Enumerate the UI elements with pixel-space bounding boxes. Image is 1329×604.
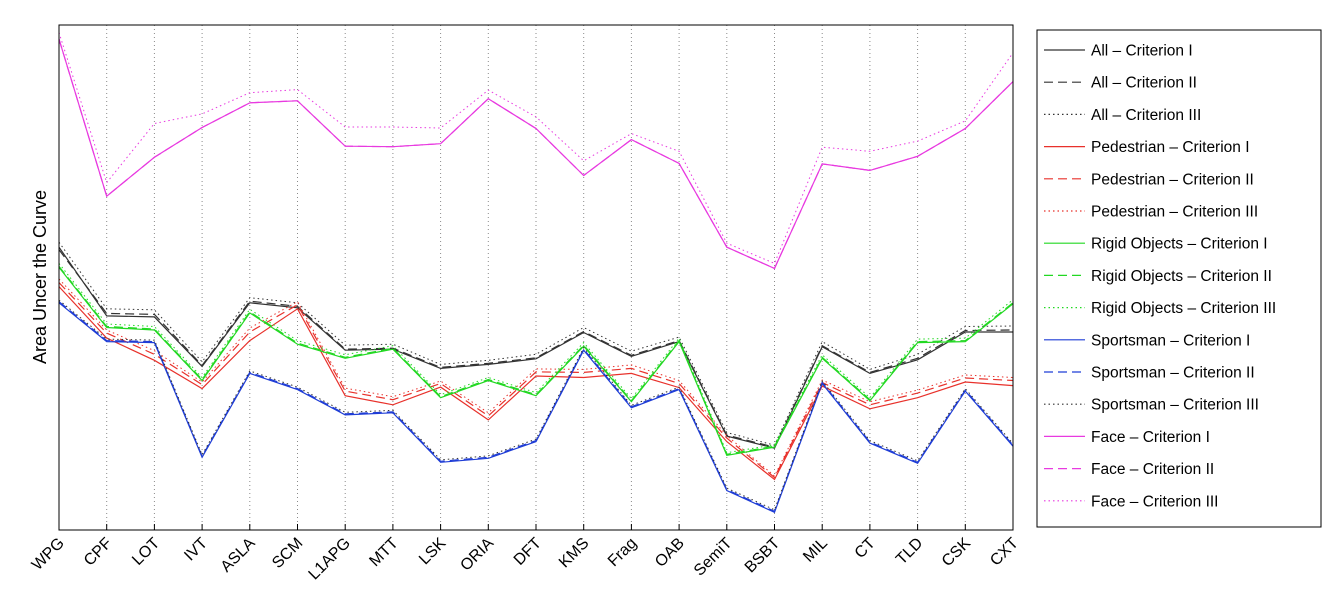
legend-frame — [1036, 29, 1322, 528]
series-line-pedestrian-criterion-i — [58, 286, 1014, 481]
legend-label: Sportsman – Criterion III — [1091, 397, 1259, 414]
legend-label: Pedestrian – Criterion III — [1091, 204, 1258, 221]
series-line-face-criterion-ii — [58, 38, 1014, 270]
legend-label: Rigid Objects – Criterion III — [1091, 300, 1276, 317]
legend-label: Face – Criterion II — [1091, 461, 1214, 478]
series-line-rigid-objects-criterion-iii — [58, 263, 1014, 454]
legend-label: Face – Criterion III — [1091, 493, 1219, 510]
legend-label: Pedestrian – Criterion I — [1091, 139, 1250, 156]
legend-label: Face – Criterion I — [1091, 429, 1210, 446]
series-line-sportsman-criterion-iii — [58, 299, 1014, 511]
series-line-rigid-objects-criterion-ii — [58, 266, 1014, 455]
legend-label: Rigid Objects – Criterion I — [1091, 236, 1268, 253]
legend-label: All – Criterion I — [1091, 43, 1193, 60]
series-line-rigid-objects-criterion-i — [58, 267, 1014, 456]
series-line-pedestrian-criterion-iii — [58, 278, 1014, 477]
legend: All – Criterion I All – Criterion II All –… — [1036, 29, 1322, 528]
legend-label: Pedestrian – Criterion II — [1091, 171, 1254, 188]
series-line-all-criterion-i — [58, 246, 1013, 449]
vertical-gridlines — [106, 25, 966, 530]
legend-label: Sportsman – Criterion I — [1091, 332, 1250, 349]
legend-label: Sportsman – Criterion II — [1091, 365, 1255, 382]
y-axis-label: Area Uncer the Curve — [30, 190, 50, 364]
series-lines — [58, 32, 1014, 514]
legend-label: All – Criterion III — [1091, 107, 1201, 124]
series-line-sportsman-criterion-ii — [58, 301, 1014, 513]
series-line-face-criterion-iii — [58, 32, 1014, 265]
legend-label: Rigid Objects – Criterion II — [1091, 268, 1272, 285]
legend-label: All – Criterion II — [1091, 75, 1197, 92]
series-line-sportsman-criterion-i — [58, 302, 1014, 514]
series-line-pedestrian-criterion-ii — [58, 282, 1014, 479]
